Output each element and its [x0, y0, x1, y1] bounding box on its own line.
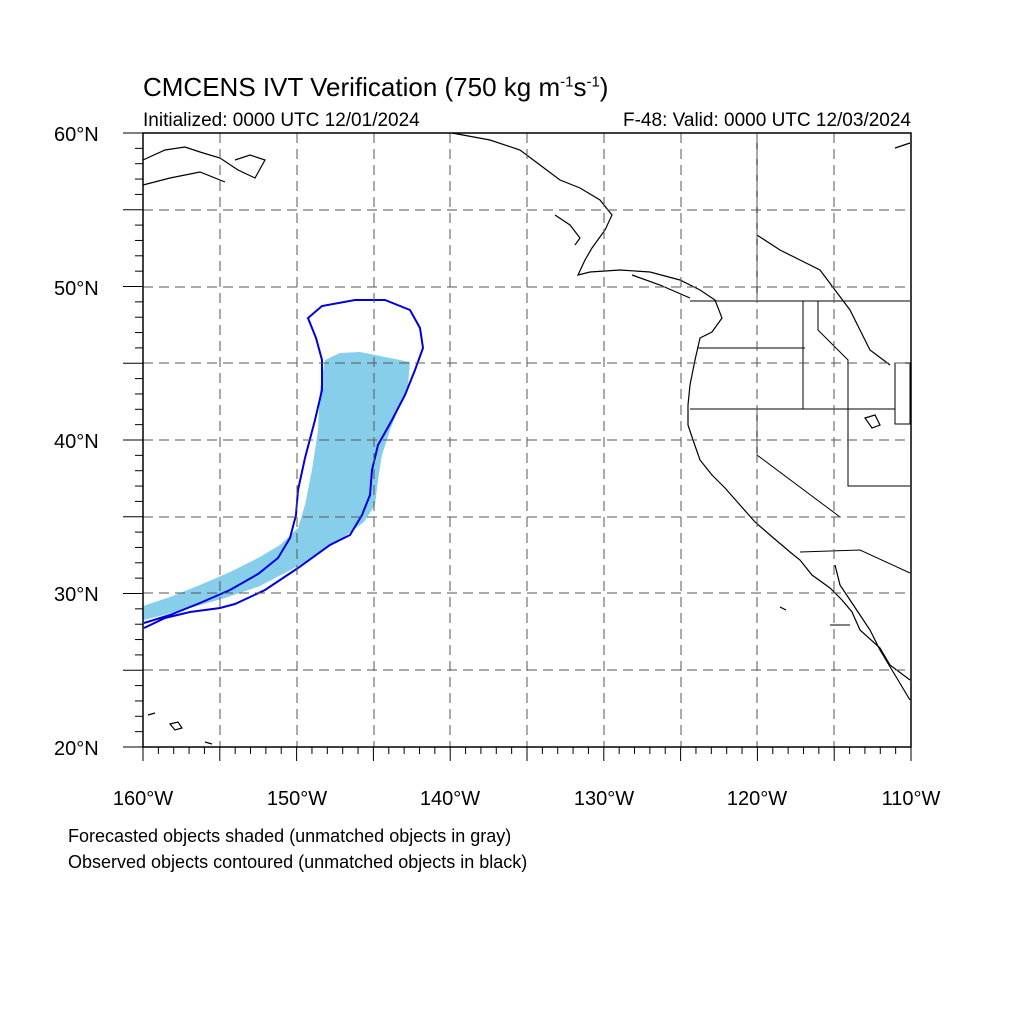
lon-label-160w: 160°W [113, 788, 173, 810]
political-borders [690, 133, 911, 626]
map-title: CMCENS IVT Verification (750 kg m-1s-1) [143, 72, 609, 102]
lon-label-120w: 120°W [727, 788, 787, 810]
forecast-legend-note: Forecasted objects shaded (unmatched obj… [68, 826, 512, 846]
lon-label-130w: 130°W [574, 788, 634, 810]
lat-label-50: 50°N [54, 278, 99, 300]
forecast-object-shade [143, 352, 410, 620]
valid-time-label: F-48: Valid: 0000 UTC 12/03/2024 [623, 110, 911, 131]
lon-label-150w: 150°W [267, 788, 327, 810]
lat-label-30: 30°N [54, 584, 99, 606]
lat-lon-grid [143, 133, 911, 747]
axis-ticks [123, 132, 912, 761]
lon-label-140w: 140°W [420, 788, 480, 810]
lon-label-110w: 110°W [882, 788, 941, 810]
lat-label-60: 60°N [54, 124, 99, 146]
coastline [142, 132, 911, 745]
lat-label-20: 20°N [54, 738, 99, 760]
lat-label-40: 40°N [54, 431, 99, 453]
observed-legend-note: Observed objects contoured (unmatched ob… [68, 852, 528, 872]
observed-object-contour [143, 299, 425, 629]
init-time-label: Initialized: 0000 UTC 12/01/2024 [143, 110, 420, 131]
